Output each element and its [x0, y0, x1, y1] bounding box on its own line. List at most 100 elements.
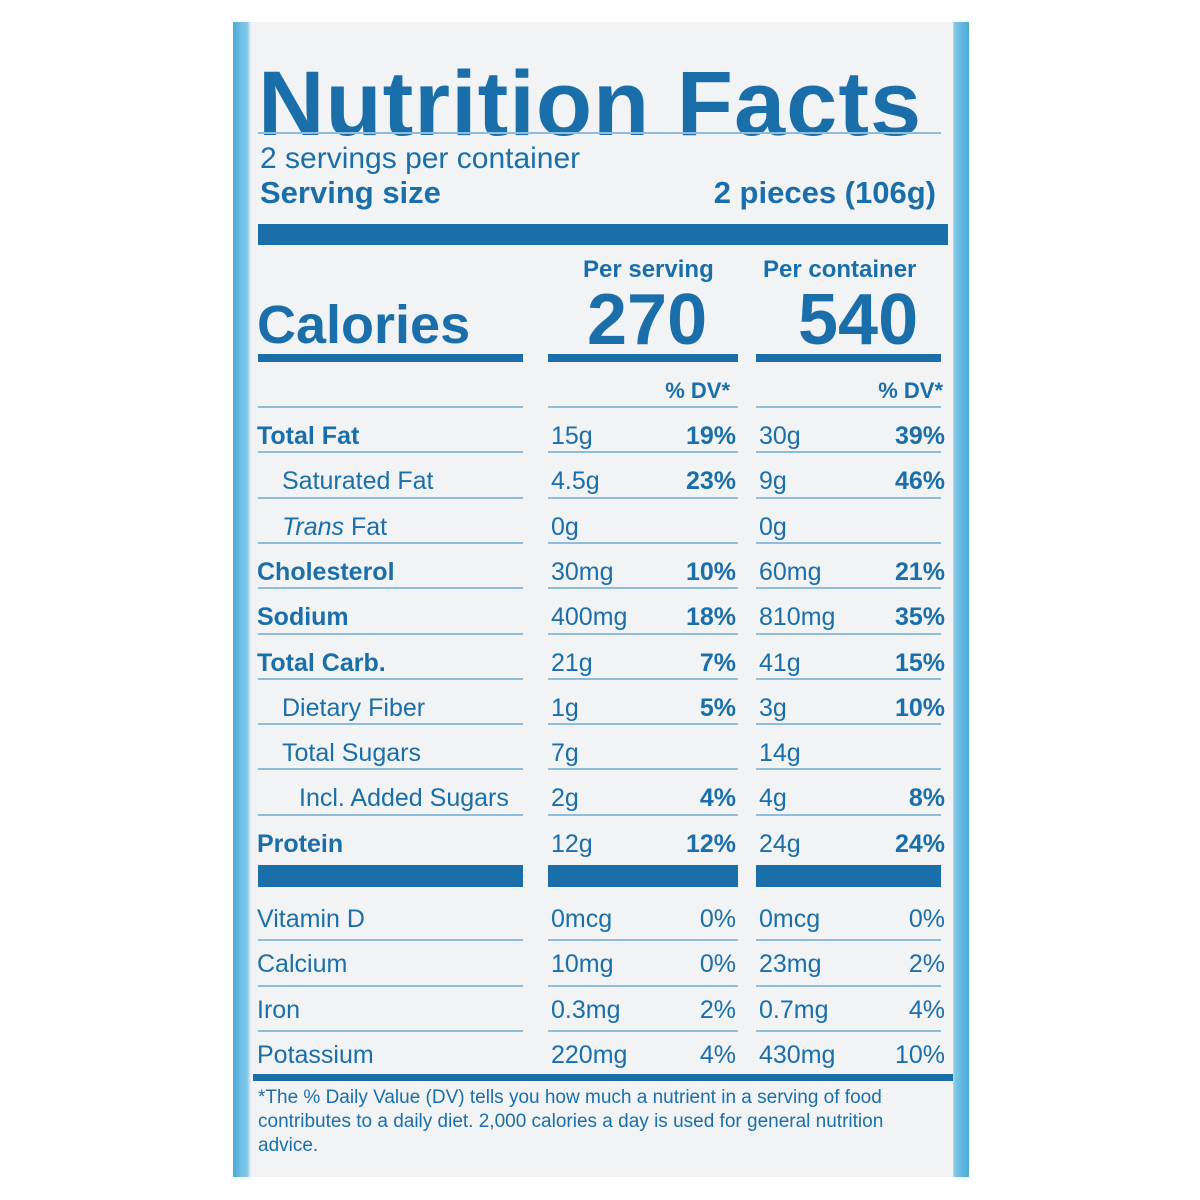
- row-divider: [548, 939, 738, 942]
- row-divider: [548, 496, 738, 499]
- row-divider: [258, 677, 523, 680]
- dv-per-serving: 5%: [699, 693, 736, 722]
- amount-per-serving: 12g: [551, 829, 593, 858]
- dv-header-container: % DV*: [878, 378, 943, 403]
- dv-per-container: 10%: [894, 1040, 945, 1069]
- dv-header-serving: % DV*: [665, 378, 730, 403]
- amount-per-container: 41g: [759, 648, 801, 677]
- page-title: Nutrition Facts: [258, 53, 923, 155]
- row-divider: [548, 541, 738, 544]
- serving-size-value: 2 pieces (106g): [713, 175, 936, 210]
- per-serving-header: Per serving: [583, 256, 714, 283]
- thick-divider: [258, 865, 523, 887]
- row-divider: [548, 723, 738, 726]
- dv-per-serving: 2%: [699, 995, 736, 1024]
- amount-per-container: 810mg: [759, 603, 836, 632]
- thick-divider: [756, 865, 941, 887]
- dv-per-serving: 0%: [699, 950, 736, 979]
- row-divider: [756, 723, 941, 726]
- row-divider: [258, 496, 523, 499]
- amount-per-serving: 0g: [551, 512, 579, 541]
- nutrient-name-rest: Fat: [344, 512, 388, 541]
- amount-per-serving: 1g: [551, 693, 579, 722]
- nutrition-facts-label: Nutrition Facts 2 servings per container…: [253, 22, 953, 1177]
- dv-per-container: 24%: [894, 829, 945, 858]
- amount-per-container: 0mcg: [759, 905, 821, 933]
- vitamin-name: Vitamin D: [257, 905, 365, 933]
- row-divider: [258, 406, 523, 408]
- nutrient-name: Dietary Fiber: [282, 693, 426, 722]
- dv-per-serving: 0%: [699, 905, 736, 933]
- row-divider: [548, 1029, 738, 1032]
- row-divider: [756, 939, 941, 942]
- amount-per-container: 24g: [759, 829, 801, 858]
- footnote: *The % Daily Value (DV) tells you how mu…: [258, 1087, 884, 1156]
- row-divider: [548, 587, 738, 590]
- amount-per-serving: 4.5g: [551, 467, 600, 496]
- amount-per-serving: 0mcg: [551, 905, 613, 933]
- divider: [258, 132, 941, 134]
- row-divider: [756, 1029, 941, 1032]
- amount-per-container: 4g: [759, 784, 787, 813]
- dv-per-serving: 10%: [685, 557, 736, 586]
- thick-divider: [258, 224, 948, 245]
- calories-rule: [548, 354, 738, 362]
- dv-per-container: 39%: [894, 422, 945, 450]
- vitamin-name: Calcium: [257, 950, 348, 979]
- row-divider: [548, 451, 738, 454]
- row-divider: [548, 984, 738, 987]
- dv-per-serving: 23%: [685, 467, 736, 496]
- row-divider: [548, 677, 738, 680]
- row-divider: [756, 813, 941, 816]
- amount-per-serving: 15g: [551, 422, 593, 450]
- row-divider: [756, 632, 941, 635]
- row-divider: [756, 768, 941, 771]
- amount-per-container: 23mg: [759, 950, 822, 979]
- calories-label: Calories: [257, 295, 471, 355]
- dv-per-serving: 4%: [699, 784, 736, 813]
- nutrient-name: Total Carb.: [257, 648, 386, 677]
- dv-per-serving: 18%: [685, 603, 736, 632]
- row-divider: [258, 451, 523, 454]
- dv-per-container: 21%: [894, 557, 945, 586]
- nutrient-name: Sodium: [257, 603, 349, 632]
- amount-per-serving: 400mg: [551, 603, 628, 632]
- dv-per-container: 46%: [894, 467, 945, 496]
- row-divider: [258, 984, 523, 987]
- nutrient-name: Trans Fat: [282, 512, 388, 541]
- amount-per-serving: 2g: [551, 784, 579, 813]
- amount-per-container: 14g: [759, 739, 801, 768]
- nutrient-name: Incl. Added Sugars: [299, 784, 509, 813]
- row-divider: [548, 406, 738, 408]
- amount-per-serving: 0.3mg: [551, 995, 621, 1024]
- row-divider: [548, 632, 738, 635]
- amount-per-container: 0g: [759, 512, 787, 541]
- amount-per-container: 430mg: [759, 1040, 836, 1069]
- amount-per-serving: 10mg: [551, 950, 614, 979]
- nutrient-name: Protein: [257, 829, 344, 858]
- row-divider: [258, 768, 523, 771]
- row-divider: [756, 496, 941, 499]
- dv-per-serving: 19%: [685, 422, 736, 450]
- vitamin-name: Potassium: [257, 1040, 374, 1069]
- row-divider: [756, 984, 941, 987]
- nutrient-name: Saturated Fat: [282, 467, 434, 496]
- row-divider: [756, 451, 941, 454]
- row-divider: [756, 541, 941, 544]
- amount-per-serving: 7g: [551, 739, 579, 768]
- calories-per-container: 540: [798, 280, 919, 360]
- thick-divider: [548, 865, 738, 887]
- amount-per-container: 3g: [759, 693, 787, 722]
- row-divider: [756, 587, 941, 590]
- dv-per-serving: 7%: [699, 648, 736, 677]
- row-divider: [258, 1029, 523, 1032]
- row-divider: [258, 587, 523, 590]
- amount-per-serving: 30mg: [551, 557, 614, 586]
- amount-per-serving: 21g: [551, 648, 593, 677]
- vitamin-name: Iron: [257, 995, 301, 1024]
- row-divider: [258, 813, 523, 816]
- amount-per-container: 0.7mg: [759, 995, 829, 1024]
- nutrient-name-italic: Trans: [282, 512, 345, 541]
- row-divider: [258, 939, 523, 942]
- amount-per-serving: 220mg: [551, 1040, 628, 1069]
